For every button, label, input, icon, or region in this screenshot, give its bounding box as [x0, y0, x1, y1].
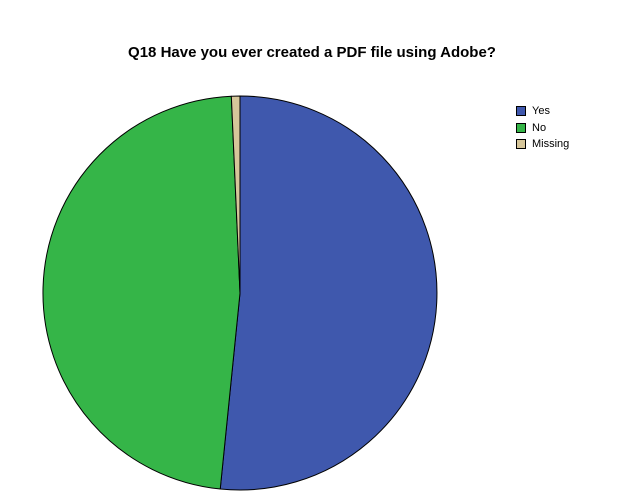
legend-label-yes: Yes: [532, 105, 550, 118]
legend-swatch-no: [516, 122, 526, 133]
legend-item-yes: Yes: [516, 103, 569, 120]
legend-item-missing: Missing: [516, 136, 569, 153]
pie-slice-missing: [230, 95, 241, 294]
pie-slices: [42, 95, 438, 491]
pie-slice-no: [42, 95, 241, 490]
chart-title: Q18 Have you ever created a PDF file usi…: [128, 44, 496, 61]
legend-label-no: No: [532, 121, 547, 134]
legend-label-missing: Missing: [532, 138, 570, 151]
legend-item-no: No: [516, 120, 569, 137]
legend-swatch-missing: [516, 139, 526, 150]
legend: Yes No Missing: [516, 103, 569, 153]
legend-swatch-yes: [516, 106, 526, 117]
pie-slice-yes: [219, 95, 438, 491]
